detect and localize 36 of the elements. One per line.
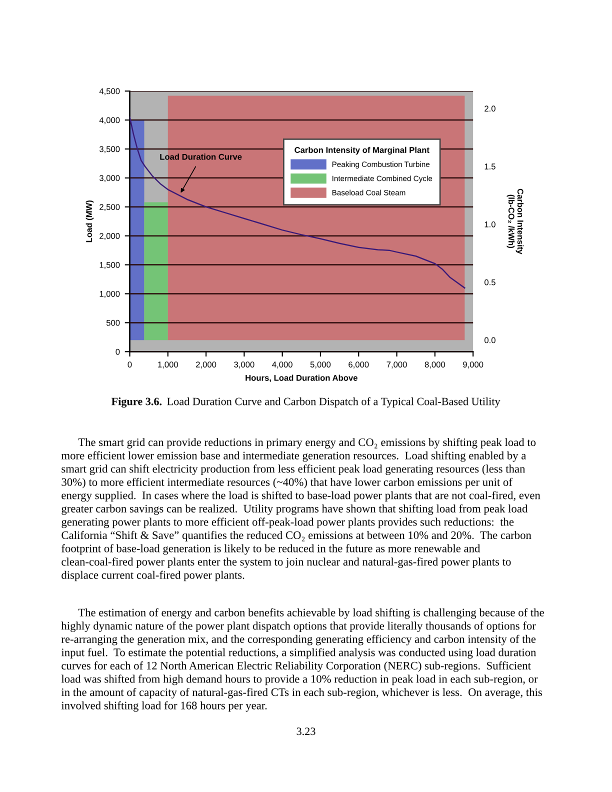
x-tick-label: 6,000 — [348, 362, 369, 368]
caption: Figure 3.6. — [112, 397, 162, 408]
y-tick-label: 3,000 — [99, 175, 120, 182]
y2-tick-label: 1.0 — [484, 221, 496, 228]
y-tick-label: 4,000 — [99, 117, 120, 124]
y-tick-label: 2,000 — [100, 233, 120, 240]
x-axis-title: Hours, Load Duration Above — [246, 374, 358, 382]
y-tick-label: 0 — [116, 348, 120, 355]
x-tick-label: 4,000 — [272, 362, 292, 368]
text: 3.23 — [296, 728, 316, 736]
x-tick-label: 9,000 — [463, 362, 484, 368]
y2-tick-label: 0.0 — [484, 337, 496, 344]
y-tick-label: 1,000 — [100, 290, 120, 298]
text: Load Duration Curve and Carbon Dispatch of a Typical Coal-Based Utility — [167, 397, 500, 408]
y-tick-label: 1,500 — [100, 262, 120, 269]
y-tick-label: 3,500 — [99, 146, 120, 154]
y-tick-label: 500 — [106, 320, 120, 326]
x-tick-label: 1,000 — [158, 362, 178, 368]
y2-tick-label: 0.5 — [484, 279, 496, 286]
y2-axis-title: Carbon Intensity (lb-CO₂ /kWh) — [506, 188, 524, 254]
x-tick-label: 8,000 — [424, 362, 446, 368]
x-tick-label: 3,000 — [234, 362, 254, 368]
annotation: Load Duration Curve — [160, 154, 242, 160]
y-axis-title: Load (MW) — [86, 200, 94, 242]
line-series — [130, 116, 466, 289]
x-tick-label: 0 — [128, 362, 132, 368]
y2-tick-label: 1.5 — [484, 164, 496, 170]
text: The estimation of energy and carbon benefits achievable by load shifting is challenging because of the highly dynamic nature of the power plant dispatch options that provide literally thousands of options for re-arranging the generation mix, and the corresponding generating efficiency and carbon intensity of the input fuel. To estimate the potential reductions, a simplified analysis was conducted using load duration curves for each of 12 North American Electric Reliability Corporation (NERC) sub-regions. Sufficient load was shifted from high demand hours to provide a 10% reduction in peak load in each sub-region, or in the amount of capacity of natural-gas-fired CTs in each sub-region, whichever is less. On average, this involved shifting load for 168 hours per year. — [61, 608, 544, 712]
y2-tick-label: 2.0 — [484, 106, 496, 112]
y-tick-label: 4,500 — [99, 88, 120, 96]
x-tick-label: 5,000 — [310, 362, 331, 368]
x-tick-label: 7,000 — [386, 362, 407, 368]
x-tick-label: 2,000 — [196, 362, 216, 368]
text: The smart grid can provide reductions in primary energy and CO₂ emissions by shifting peak load to more efficient lower emission base and intermediate generation resources. Load shifting enabled by a smart grid can shift electricity production from less efficient peak load generating resources (less than 30%) to more efficient intermediate resources (~40%) that have lower carbon emissions per unit of energy supplied. In cases where the load is shifted to base-load power plants that are not coal-fired, even greater carbon savings can be realized. Utility programs have shown that shifting load from peak load generating power plants to more efficient off-peak-load power plants provides such reductions: the California “Shift & Save” quantifies the reduced CO₂ emissions at between 10% and 20%. The carbon footprint of base-load generation is likely to be reduced in the future as more renewable and clean-coal-fired power plants enter the system to join nuclear and natural-gas-fired power plants to displace current coal-fired power plants. — [61, 438, 540, 582]
legend-title: Carbon Intensity of Marginal Plant — [294, 146, 430, 155]
y-tick-label: 2,500 — [100, 204, 120, 211]
